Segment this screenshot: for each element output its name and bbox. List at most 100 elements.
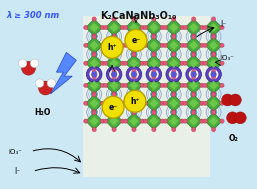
Polygon shape bbox=[109, 23, 119, 32]
Circle shape bbox=[172, 93, 176, 97]
Circle shape bbox=[146, 29, 161, 44]
Circle shape bbox=[150, 108, 158, 116]
Circle shape bbox=[84, 101, 88, 105]
Circle shape bbox=[132, 93, 136, 97]
Circle shape bbox=[92, 70, 96, 74]
Circle shape bbox=[120, 61, 125, 65]
Circle shape bbox=[211, 35, 216, 39]
Polygon shape bbox=[185, 37, 202, 54]
Polygon shape bbox=[86, 19, 103, 36]
Polygon shape bbox=[129, 81, 139, 90]
Circle shape bbox=[152, 92, 156, 96]
Circle shape bbox=[84, 25, 88, 30]
Polygon shape bbox=[189, 81, 198, 90]
Circle shape bbox=[163, 25, 168, 30]
Circle shape bbox=[92, 75, 96, 79]
Circle shape bbox=[172, 35, 176, 38]
Polygon shape bbox=[109, 59, 119, 68]
Polygon shape bbox=[185, 95, 202, 112]
Circle shape bbox=[163, 43, 168, 48]
Circle shape bbox=[222, 94, 234, 106]
Polygon shape bbox=[89, 59, 99, 68]
Polygon shape bbox=[165, 55, 182, 72]
Circle shape bbox=[109, 89, 120, 100]
Circle shape bbox=[203, 25, 207, 30]
Circle shape bbox=[103, 101, 108, 105]
Circle shape bbox=[92, 34, 96, 38]
Circle shape bbox=[110, 51, 118, 58]
Circle shape bbox=[112, 109, 116, 114]
Circle shape bbox=[146, 105, 161, 120]
Circle shape bbox=[150, 91, 158, 98]
Circle shape bbox=[220, 101, 224, 105]
Circle shape bbox=[191, 70, 196, 74]
Text: I⁻: I⁻ bbox=[221, 20, 227, 29]
Circle shape bbox=[183, 83, 187, 88]
Polygon shape bbox=[169, 41, 178, 50]
Polygon shape bbox=[165, 77, 182, 94]
Circle shape bbox=[191, 17, 196, 21]
Text: e⁻: e⁻ bbox=[131, 36, 141, 45]
Circle shape bbox=[112, 17, 116, 21]
Circle shape bbox=[112, 110, 116, 114]
Circle shape bbox=[109, 69, 119, 79]
Circle shape bbox=[208, 89, 219, 100]
Polygon shape bbox=[149, 116, 159, 126]
Circle shape bbox=[126, 29, 141, 44]
Circle shape bbox=[140, 119, 145, 123]
Circle shape bbox=[212, 110, 215, 114]
Circle shape bbox=[111, 71, 117, 77]
Circle shape bbox=[234, 112, 246, 124]
Circle shape bbox=[210, 51, 217, 58]
Circle shape bbox=[183, 101, 187, 105]
Circle shape bbox=[160, 43, 164, 48]
Circle shape bbox=[120, 43, 125, 48]
Circle shape bbox=[152, 53, 156, 57]
Circle shape bbox=[92, 53, 96, 57]
Polygon shape bbox=[169, 23, 178, 32]
Text: IO₃⁻: IO₃⁻ bbox=[221, 55, 234, 61]
Circle shape bbox=[123, 119, 128, 123]
Circle shape bbox=[146, 47, 161, 62]
Circle shape bbox=[210, 33, 217, 40]
Circle shape bbox=[89, 107, 99, 118]
Circle shape bbox=[126, 47, 141, 62]
Circle shape bbox=[149, 89, 159, 100]
Circle shape bbox=[107, 105, 122, 120]
Circle shape bbox=[168, 107, 179, 118]
Circle shape bbox=[120, 83, 125, 88]
Polygon shape bbox=[145, 77, 162, 94]
Circle shape bbox=[126, 67, 142, 82]
Circle shape bbox=[152, 17, 156, 21]
Circle shape bbox=[112, 35, 116, 38]
Circle shape bbox=[90, 51, 98, 58]
Circle shape bbox=[180, 119, 184, 123]
Circle shape bbox=[166, 29, 181, 44]
Circle shape bbox=[211, 17, 216, 21]
Polygon shape bbox=[125, 77, 142, 94]
Circle shape bbox=[30, 59, 39, 68]
Circle shape bbox=[188, 49, 199, 60]
Polygon shape bbox=[169, 116, 178, 126]
FancyBboxPatch shape bbox=[83, 15, 209, 177]
Circle shape bbox=[151, 71, 157, 77]
Circle shape bbox=[140, 101, 145, 105]
Polygon shape bbox=[149, 99, 159, 108]
Circle shape bbox=[132, 127, 136, 132]
Circle shape bbox=[172, 109, 176, 114]
Circle shape bbox=[132, 109, 136, 114]
Polygon shape bbox=[129, 116, 139, 126]
Circle shape bbox=[128, 49, 139, 60]
Circle shape bbox=[186, 87, 201, 102]
Circle shape bbox=[206, 87, 221, 102]
Circle shape bbox=[128, 31, 139, 42]
Circle shape bbox=[186, 105, 201, 120]
Polygon shape bbox=[165, 95, 182, 112]
Polygon shape bbox=[125, 55, 142, 72]
Circle shape bbox=[130, 33, 138, 40]
Circle shape bbox=[168, 31, 179, 42]
Circle shape bbox=[211, 111, 216, 115]
Circle shape bbox=[183, 25, 187, 30]
Circle shape bbox=[212, 52, 215, 56]
Circle shape bbox=[186, 29, 201, 44]
